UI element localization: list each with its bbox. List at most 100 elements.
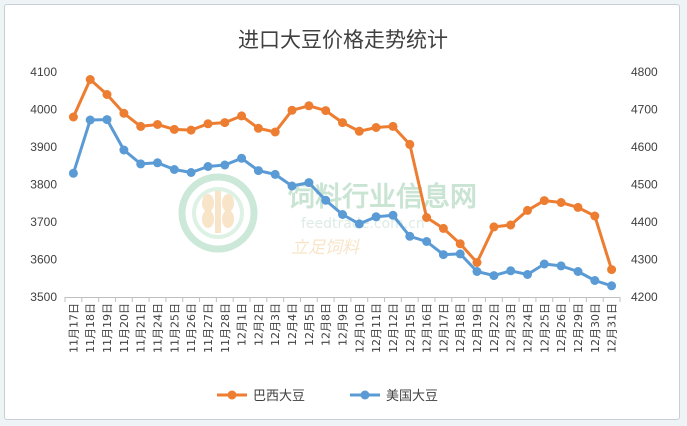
data-point-brazil bbox=[405, 139, 415, 149]
watermark-slogan: 立足饲料 bbox=[291, 238, 360, 258]
data-point-us bbox=[506, 266, 516, 276]
y-axis-right: 4200 4300 4400 4500 4600 4700 4800 bbox=[631, 65, 658, 304]
x-tick-label: 12月31日 bbox=[606, 303, 619, 353]
x-tick-label: 12月12日 bbox=[387, 303, 400, 353]
data-point-brazil bbox=[371, 123, 381, 132]
data-point-brazil bbox=[186, 125, 196, 135]
legend-item-us: 美国大豆 bbox=[350, 389, 438, 404]
data-point-brazil bbox=[388, 121, 398, 131]
y-left-tick-label: 3700 bbox=[30, 215, 57, 229]
data-point-brazil bbox=[438, 223, 448, 233]
x-tick-label: 11月19日 bbox=[101, 303, 114, 353]
y-right-tick-label: 4400 bbox=[631, 215, 658, 229]
series-group bbox=[68, 75, 617, 291]
x-tick-label: 12月17日 bbox=[437, 303, 450, 353]
data-point-us bbox=[85, 115, 95, 125]
x-tick-label: 11月27日 bbox=[202, 303, 215, 353]
x-tick-label: 12月18日 bbox=[454, 303, 467, 353]
data-point-brazil bbox=[136, 121, 146, 131]
data-point-us bbox=[203, 162, 213, 171]
data-point-brazil bbox=[422, 213, 432, 222]
data-point-us bbox=[169, 165, 179, 174]
x-tick-label: 12月5日 bbox=[303, 303, 316, 346]
y-left-tick-label: 3600 bbox=[30, 253, 57, 267]
data-point-brazil bbox=[220, 118, 230, 128]
legend-label-brazil: 巴西大豆 bbox=[253, 389, 305, 404]
data-point-us bbox=[270, 169, 280, 179]
data-point-us bbox=[422, 237, 432, 246]
data-point-us bbox=[338, 210, 347, 219]
y-right-tick-label: 4300 bbox=[631, 253, 658, 267]
line-chart: 饲料行业信息网 feedtrade.com.cn 立足饲料 进口大豆价格走势统计… bbox=[30, 28, 658, 404]
x-tick-label: 12月11日 bbox=[370, 303, 383, 353]
y-right-tick-label: 4700 bbox=[631, 103, 658, 117]
y-left-tick-label: 4000 bbox=[30, 103, 57, 117]
series-brazil bbox=[68, 75, 617, 275]
x-tick-label: 11月26日 bbox=[185, 303, 198, 353]
data-point-brazil bbox=[253, 123, 263, 133]
x-tick-label: 12月15日 bbox=[404, 303, 417, 353]
watermark-logo-icon bbox=[178, 173, 258, 253]
x-tick-label: 11月25日 bbox=[168, 303, 181, 353]
x-tick-label: 12月10日 bbox=[353, 303, 366, 353]
legend-marker-us bbox=[360, 390, 370, 400]
x-tick-label: 12月1日 bbox=[236, 303, 249, 346]
y-right-tick-label: 4500 bbox=[631, 178, 658, 192]
legend-label-us: 美国大豆 bbox=[386, 389, 438, 404]
data-point-us bbox=[119, 145, 129, 155]
data-point-us bbox=[438, 250, 448, 260]
x-tick-label: 12月25日 bbox=[538, 303, 551, 353]
data-point-us bbox=[371, 212, 381, 222]
data-point-brazil bbox=[169, 124, 179, 134]
data-point-brazil bbox=[338, 118, 347, 128]
legend-marker-brazil bbox=[227, 390, 237, 400]
y-right-tick-label: 4200 bbox=[631, 290, 658, 304]
x-tick-label: 12月30日 bbox=[589, 303, 602, 353]
x-tick-label: 12月26日 bbox=[555, 303, 568, 353]
data-point-us bbox=[68, 168, 78, 178]
data-point-brazil bbox=[523, 205, 532, 215]
x-tick-label: 11月17日 bbox=[67, 303, 80, 353]
data-point-us bbox=[539, 259, 549, 269]
data-point-us bbox=[489, 271, 499, 281]
data-point-us bbox=[590, 276, 600, 285]
x-tick-label: 12月16日 bbox=[421, 303, 434, 353]
x-tick-label: 12月22日 bbox=[488, 303, 501, 353]
data-point-us bbox=[153, 158, 162, 168]
data-point-us bbox=[321, 195, 331, 205]
data-point-brazil bbox=[85, 75, 95, 84]
data-point-us bbox=[220, 160, 230, 170]
series-us bbox=[68, 115, 617, 291]
x-tick-label: 12月23日 bbox=[505, 303, 518, 353]
watermark-site-name: 饲料行业信息网 bbox=[287, 181, 477, 213]
x-tick-label: 12月19日 bbox=[471, 303, 484, 353]
chart-title: 进口大豆价格走势统计 bbox=[238, 28, 448, 52]
data-point-brazil bbox=[287, 105, 297, 115]
data-point-us bbox=[253, 166, 263, 176]
data-point-brazil bbox=[556, 198, 566, 207]
data-point-brazil bbox=[607, 265, 617, 275]
data-point-brazil bbox=[590, 211, 600, 221]
data-point-us bbox=[607, 281, 617, 291]
data-point-brazil bbox=[68, 112, 78, 122]
data-point-brazil bbox=[455, 239, 465, 249]
y-left-tick-label: 4100 bbox=[30, 65, 57, 79]
x-tick-label: 12月2日 bbox=[252, 303, 265, 346]
data-point-brazil bbox=[321, 106, 331, 116]
data-point-brazil bbox=[489, 222, 499, 232]
data-point-us bbox=[556, 261, 566, 271]
data-point-brazil bbox=[102, 90, 112, 99]
data-point-us bbox=[102, 115, 112, 125]
data-point-us bbox=[472, 267, 482, 276]
legend-item-brazil: 巴西大豆 bbox=[217, 389, 305, 404]
data-point-us bbox=[354, 219, 364, 229]
x-tick-label: 11月24日 bbox=[152, 303, 165, 353]
y-right-tick-label: 4600 bbox=[631, 140, 658, 154]
data-point-us bbox=[136, 159, 146, 169]
x-tick-label: 11月21日 bbox=[135, 303, 148, 353]
data-point-us bbox=[304, 178, 314, 188]
chart-frame: 饲料行业信息网 feedtrade.com.cn 立足饲料 进口大豆价格走势统计… bbox=[4, 4, 680, 420]
x-tick-label: 12月4日 bbox=[286, 303, 299, 346]
x-tick-label: 12月8日 bbox=[320, 303, 333, 346]
x-tick-label: 11月28日 bbox=[219, 303, 232, 353]
